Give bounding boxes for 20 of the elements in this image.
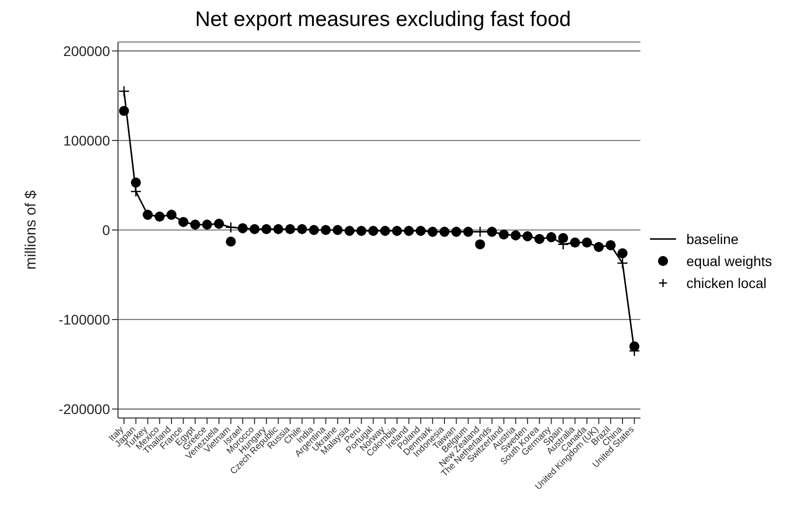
point — [225, 222, 236, 233]
point — [616, 257, 628, 269]
point — [130, 186, 142, 198]
legend-label: baseline — [685, 230, 740, 248]
chart-title: Net export measures excluding fast food — [194, 8, 572, 32]
y-tick-label: 200000 — [63, 42, 110, 59]
legend-label: chicken local — [685, 274, 768, 292]
point — [118, 86, 130, 97]
y-axis-title: millions of $ — [22, 190, 40, 270]
y-tick-label: 100000 — [63, 132, 110, 148]
point — [119, 106, 129, 116]
y-tick-label: -100000 — [58, 311, 110, 328]
point — [475, 239, 486, 250]
point — [618, 248, 628, 258]
point — [558, 233, 568, 244]
point — [226, 236, 236, 247]
y-tick-label: 0 — [102, 222, 110, 238]
legend-label: equal weights — [685, 252, 772, 271]
point — [130, 178, 141, 188]
y-tick-label: -200000 — [58, 401, 110, 418]
